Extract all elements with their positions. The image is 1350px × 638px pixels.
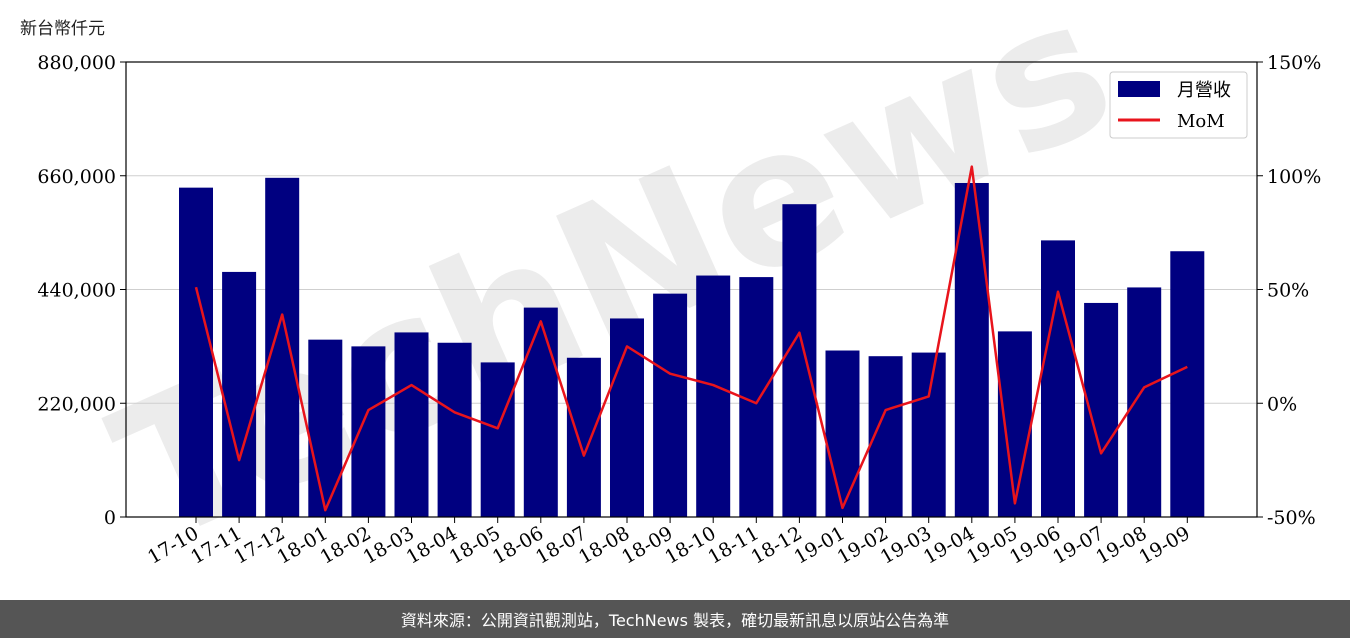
bar-18-12 bbox=[782, 204, 817, 517]
y-axis-unit-label: 新台幣仟元 bbox=[20, 19, 105, 39]
left-tick-label: 660,000 bbox=[37, 166, 116, 188]
right-tick-label: -50% bbox=[1267, 507, 1316, 529]
bar-18-03 bbox=[394, 332, 429, 517]
bar-18-07 bbox=[566, 357, 601, 517]
right-tick-label: 0% bbox=[1267, 393, 1297, 415]
bar-18-04 bbox=[437, 342, 472, 517]
legend: 月營收 MoM bbox=[1109, 71, 1248, 139]
bar-19-08 bbox=[1127, 287, 1162, 517]
chart-canvas: TechNews0220,000440,000660,000880,000-50… bbox=[37, 0, 1321, 586]
right-tick-label: 150% bbox=[1267, 52, 1321, 74]
right-tick-label: 100% bbox=[1267, 166, 1321, 188]
mom-line bbox=[194, 165, 1188, 512]
bar-19-04 bbox=[954, 182, 989, 517]
legend-line-label: MoM bbox=[1177, 111, 1225, 132]
bar-17-10 bbox=[179, 187, 213, 518]
bar-19-03 bbox=[911, 352, 946, 517]
source-footer-text: 資料來源：公開資訊觀測站，TechNews 製表，確切最新訊息以原站公告為準 bbox=[400, 611, 950, 630]
left-tick-label: 0 bbox=[104, 507, 116, 529]
bar-18-10 bbox=[696, 275, 731, 517]
source-footer: 資料來源：公開資訊觀測站，TechNews 製表，確切最新訊息以原站公告為準 bbox=[0, 600, 1350, 638]
left-tick-label: 220,000 bbox=[37, 393, 116, 415]
bar-18-05 bbox=[480, 362, 515, 517]
right-tick-label: 50% bbox=[1267, 280, 1309, 302]
x-tick-label: 19-09 bbox=[1135, 522, 1193, 568]
legend-bar-label: 月營收 bbox=[1177, 80, 1231, 101]
bar-19-09 bbox=[1170, 251, 1205, 517]
bar-18-08 bbox=[610, 318, 644, 517]
bar-18-06 bbox=[523, 307, 558, 517]
bar-19-05 bbox=[997, 331, 1032, 517]
bar-18-01 bbox=[308, 339, 343, 517]
bar-19-06 bbox=[1041, 240, 1075, 517]
legend-bar-swatch bbox=[1118, 81, 1160, 97]
bar-19-01 bbox=[825, 350, 860, 517]
bar-18-09 bbox=[653, 293, 688, 517]
bar-17-12 bbox=[265, 177, 300, 517]
left-tick-label: 440,000 bbox=[37, 280, 116, 302]
revenue-chart: 新台幣仟元 TechNews 0 220,000 440,000 660,000 880,… bbox=[20, 0, 1321, 586]
left-tick-label: 880,000 bbox=[37, 52, 116, 74]
bar-18-11 bbox=[739, 277, 774, 517]
bar-17-11 bbox=[222, 271, 257, 517]
bar-18-02 bbox=[351, 346, 386, 517]
